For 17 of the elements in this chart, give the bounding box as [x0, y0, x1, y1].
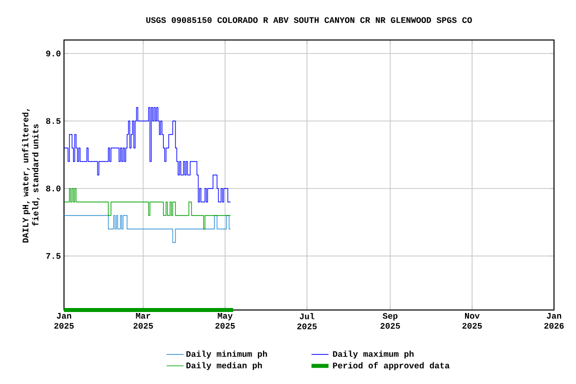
legend-label: Daily maximum ph — [333, 350, 414, 359]
legend-label: Daily minimum ph — [186, 350, 267, 359]
x-tick-label: Jan 2026 — [544, 313, 564, 329]
legend-label: Period of approved data — [333, 362, 450, 370]
y-tick-label: 7.5 — [46, 253, 61, 259]
x-tick-label: Jan 2025 — [54, 313, 74, 329]
y-axis-title: DAILY pH, water, unfiltered, field, standard units — [22, 109, 40, 242]
x-tick-label: Nov 2025 — [462, 313, 482, 329]
x-tick-label: Jul 2025 — [297, 313, 317, 330]
y-tick-label: 8.0 — [46, 186, 60, 192]
legend-label: Daily median ph — [186, 362, 262, 370]
x-tick-label: Sep 2025 — [380, 313, 400, 329]
chart-title: USGS 09085150 COLORADO R ABV SOUTH CANYON CR NR GLENWOOD SPGS CO — [146, 17, 472, 23]
x-tick-label: Mar 2025 — [134, 313, 153, 329]
y-tick-label: 9.0 — [46, 50, 60, 56]
y-tick-label: 8.5 — [46, 118, 61, 124]
x-tick-label: May 2025 — [215, 313, 235, 329]
